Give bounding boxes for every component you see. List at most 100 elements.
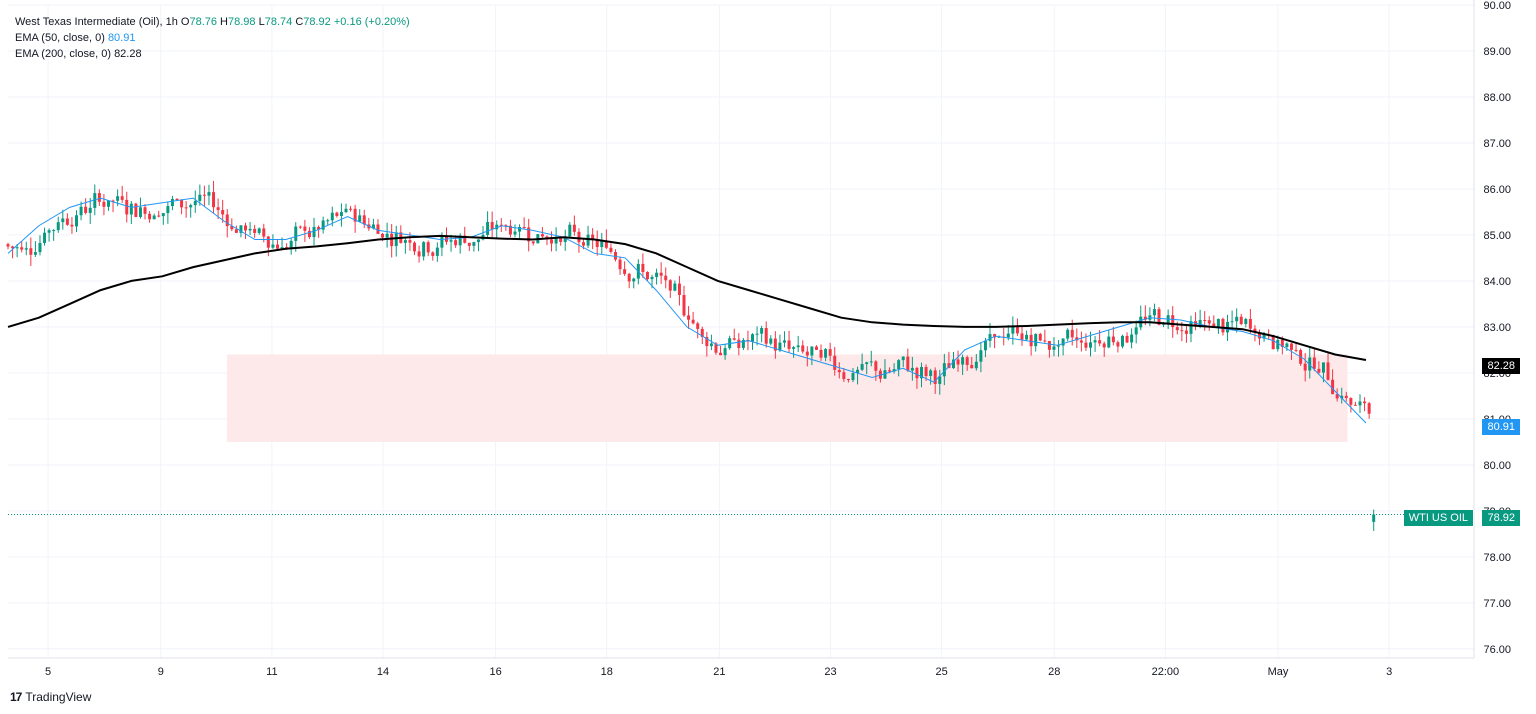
legend-high-value: 78.98 [228,16,256,28]
candle-body [1303,363,1307,371]
candle-body [1184,330,1188,334]
candle-body [79,206,83,216]
candle-body [586,234,590,246]
ema50-price-tag: 80.91 [1482,419,1520,435]
candle-body [997,336,1001,338]
candle-body [522,227,526,229]
tradingview-watermark[interactable]: 17 TradingView [10,690,91,704]
candle-body [513,231,517,235]
candle-body [1289,343,1293,350]
candle-body [385,233,389,238]
candle-body [458,235,462,246]
legend-high-label: H [220,16,228,28]
candle-body [490,221,494,230]
candle-body [1280,339,1284,347]
candle-body [1239,316,1243,324]
candle-body [691,319,695,324]
candle-body [979,350,983,362]
y-tick-label: 77.00 [1483,598,1511,610]
y-tick-label: 85.00 [1483,230,1511,242]
candle-body [262,228,266,237]
candle-body [317,226,321,230]
candle-body [180,199,184,208]
candle-body [38,242,42,253]
candle-body [248,228,252,231]
candle-body [257,228,261,233]
candle-body [527,227,531,242]
candle-body [906,356,910,371]
candle-body [1221,318,1225,333]
candle-body [951,359,955,369]
candle-body [1353,404,1357,406]
candle-body [618,259,622,270]
ema200-line [7,234,1367,361]
candle-body [1198,319,1202,326]
candle-body [673,283,677,291]
candle-body [650,276,654,280]
x-tick-label: May [1268,666,1289,678]
candle-body [1052,346,1056,350]
candle-body [577,231,581,243]
candle-body [47,230,51,233]
legend-open-label: O [180,16,190,28]
candle-body [833,355,837,370]
candle-body [723,348,727,356]
candle-body [358,215,362,222]
candle-body [339,212,343,216]
candle-body [129,203,133,215]
candle-body [938,376,942,384]
candle-body [1116,342,1120,347]
candle-body [138,207,142,217]
support-zone [227,354,1348,442]
candle-body [1107,336,1111,348]
candle-body [390,233,394,247]
candle-body [207,192,211,196]
candle-body [874,361,878,371]
candle-body [883,370,887,379]
candle-body [266,236,270,248]
candle-body [682,295,686,316]
candle-body [1175,327,1179,331]
candle-body [221,210,225,215]
chart-legend: West Texas Intermediate (Oil), 1h O78.76… [15,14,410,62]
candle-body [1258,332,1262,339]
candle-body [732,338,736,340]
candle-body [865,362,869,365]
legend-ema50-label: EMA (50, close, 0) [15,32,105,44]
candle-body [1358,401,1362,406]
x-tick-label: 23 [824,666,836,678]
candle-body [1152,309,1156,316]
candle-body [157,215,161,217]
candle-body [1111,336,1115,343]
candle-body [349,208,353,210]
candle-body [892,369,896,372]
y-tick-label: 86.00 [1483,184,1511,196]
candle-body [486,221,490,235]
candle-body [993,334,997,338]
candle-body [499,224,503,226]
candle-body [298,226,302,228]
candle-body [1102,343,1106,348]
x-tick-label: 14 [377,666,389,678]
candle-body [842,372,846,380]
candle-body [1331,379,1335,395]
candle-body [787,340,791,349]
candle-body [426,242,430,253]
candle-body [1025,334,1029,340]
candle-body [1285,343,1289,347]
candle-body [1212,323,1216,327]
candle-body [170,198,174,207]
candle-body [1098,340,1102,344]
candle-body [1043,340,1047,342]
candle-body [929,370,933,377]
candle-body [11,246,15,249]
candle-body [56,222,60,231]
legend-ema50-row: EMA (50, close, 0) 80.91 [15,30,410,46]
candle-body [751,334,755,342]
candle-body [1125,335,1129,343]
candle-body [664,275,668,281]
x-tick-label: 21 [713,666,725,678]
candle-body [632,278,636,282]
candle-body [924,367,928,377]
